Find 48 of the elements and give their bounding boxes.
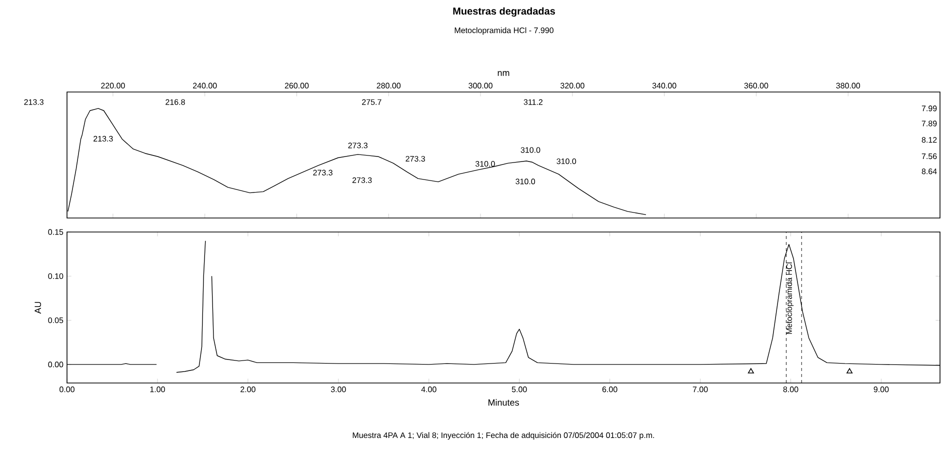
- x-tick-label: 7.00: [692, 386, 708, 392]
- x-tick-label: 360.00: [744, 82, 768, 88]
- x-tick-label: 0.00: [60, 386, 74, 392]
- chart-subtitle: Metoclopramida HCl - 7.990: [454, 27, 554, 35]
- y-tick-label: 0.05: [48, 317, 64, 324]
- annotation: 7.89: [922, 120, 937, 126]
- text: 311.2: [524, 99, 542, 105]
- annotation: 273.3: [406, 156, 425, 162]
- text: 216.8: [166, 99, 185, 105]
- annotation: 7.99: [922, 106, 937, 112]
- text: 213.3: [24, 99, 44, 105]
- x-axis-title: nm: [498, 71, 510, 76]
- annotation: Metoclopramida HCl: [786, 262, 794, 334]
- x-tick-label: 320.00: [560, 82, 584, 88]
- x-axis-title: Minutes: [488, 399, 519, 406]
- x-tick-label: 260.00: [284, 82, 309, 88]
- x-tick-label: 300.00: [468, 82, 492, 88]
- x-tick-label: 1.00: [150, 386, 165, 392]
- annotation: 8.64: [922, 168, 937, 174]
- annotation: 310.0: [520, 147, 540, 153]
- annotation: 310.0: [556, 158, 576, 164]
- x-tick-label: 9.00: [874, 386, 889, 392]
- x-tick-label: 380.00: [836, 82, 860, 88]
- x-tick-label: 4.00: [421, 386, 436, 392]
- text: 275.7: [362, 99, 382, 105]
- annotation: 7.56: [922, 153, 937, 160]
- y-tick-label: 0.10: [48, 273, 64, 279]
- annotation: 273.3: [352, 177, 372, 184]
- x-tick-label: 240.00: [193, 82, 217, 88]
- annotation: 310.0: [516, 178, 536, 184]
- annotation: 273.3: [313, 170, 332, 176]
- x-tick-label: 6.00: [602, 386, 618, 392]
- y-axis-title: AU: [34, 302, 42, 314]
- x-tick-label: 280.00: [376, 82, 401, 88]
- x-tick-label: 220.00: [101, 82, 125, 88]
- y-tick-label: 0.00: [48, 362, 64, 368]
- x-tick-label: 3.00: [330, 386, 346, 392]
- x-tick-label: 5.00: [512, 386, 527, 392]
- x-tick-label: 2.00: [240, 386, 256, 392]
- x-tick-label: 340.00: [652, 82, 676, 88]
- text: Muestra 4PA A 1; Vial 8; Inyección 1; Fecha de adquisición 07/05/2004 01:05:07 p.m.: [352, 432, 654, 440]
- x-tick-label: 8.00: [783, 386, 798, 392]
- chart-title: Muestras degradadas: [453, 7, 555, 17]
- annotation: 310.0: [475, 160, 495, 167]
- annotation: 8.12: [922, 137, 937, 143]
- annotation: 213.3: [94, 136, 113, 142]
- annotation: 273.3: [348, 142, 368, 148]
- y-tick-label: 0.15: [48, 229, 64, 235]
